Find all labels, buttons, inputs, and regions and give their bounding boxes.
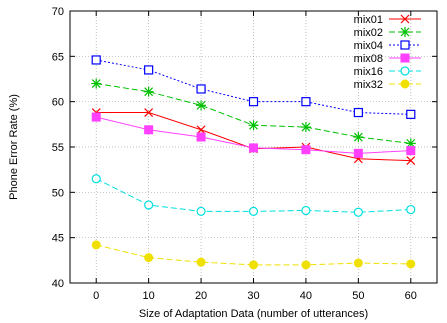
data-point-mix04	[353, 107, 363, 118]
data-point-mix16	[301, 205, 311, 216]
axis-ticks: 0 10 20 30 40 50 60 40 45 50 55 60 65 70	[52, 6, 437, 302]
data-point-mix01	[406, 156, 416, 166]
data-point-mix08	[144, 125, 154, 135]
legend-marker	[400, 79, 410, 89]
x-tick-label: 20	[195, 290, 207, 302]
data-point-mix02	[353, 132, 364, 143]
data-point-mix32	[301, 260, 311, 270]
series-mix08	[91, 112, 416, 158]
y-axis-label: Phone Error Rate (%)	[8, 94, 20, 200]
data-point-mix02	[196, 100, 207, 111]
data-point-mix01	[144, 108, 154, 117]
legend-label: mix32	[354, 79, 383, 91]
legend-marker	[400, 27, 410, 37]
y-tick-label: 45	[52, 233, 64, 245]
series-mix02	[91, 78, 416, 149]
x-axis-label: Size of Adaptation Data (number of utter…	[139, 308, 368, 320]
data-point-mix08	[353, 148, 363, 158]
plot-frame	[69, 10, 438, 284]
data-point-mix04	[248, 97, 259, 107]
y-tick-label: 60	[52, 97, 64, 109]
legend-label: mix08	[354, 53, 383, 65]
data-point-mix08	[196, 132, 206, 142]
data-point-mix04	[196, 84, 206, 94]
data-point-mix16	[248, 206, 259, 216]
data-point-mix16	[196, 206, 206, 216]
data-point-mix08	[91, 112, 101, 122]
x-tick-label: 0	[93, 290, 99, 302]
data-point-mix08	[249, 143, 258, 153]
legend-entry-mix01: mix01	[354, 14, 421, 26]
x-tick-label: 60	[405, 290, 417, 302]
data-point-mix32	[406, 259, 416, 269]
legend-marker	[400, 14, 410, 24]
data-point-mix01	[196, 125, 206, 135]
legend-label: mix02	[354, 27, 383, 39]
data-point-mix16	[406, 204, 416, 215]
y-tick-label: 50	[52, 187, 64, 199]
legend-entry-mix16: mix16	[354, 66, 421, 78]
data-point-mix04	[301, 97, 311, 107]
data-point-mix32	[144, 253, 154, 263]
y-tick-label: 55	[52, 142, 64, 154]
data-point-mix32	[249, 260, 258, 270]
data-point-mix32	[353, 258, 363, 268]
data-point-mix02	[248, 120, 259, 131]
data-point-mix02	[91, 78, 102, 89]
series-group	[91, 55, 416, 270]
legend-marker	[400, 66, 410, 76]
y-tick-label: 65	[52, 51, 64, 63]
data-point-mix08	[301, 145, 311, 155]
legend-entry-mix02: mix02	[354, 27, 421, 39]
x-tick-label: 40	[300, 290, 312, 302]
data-point-mix32	[91, 240, 101, 250]
legend-marker	[400, 40, 410, 50]
x-tick-label: 30	[247, 290, 259, 302]
legend-entry-mix32: mix32	[354, 79, 421, 91]
y-tick-label: 70	[52, 6, 64, 18]
data-point-mix02	[300, 122, 311, 133]
legend-label: mix01	[354, 14, 383, 26]
legend-marker	[400, 53, 410, 63]
legend-entry-mix04: mix04	[354, 40, 421, 52]
data-point-mix32	[196, 257, 206, 267]
legend-label: mix16	[354, 66, 383, 78]
y-tick-label: 40	[52, 278, 64, 290]
series-mix04	[91, 55, 416, 119]
data-point-mix16	[353, 207, 363, 217]
series-mix16	[91, 174, 416, 217]
data-point-mix04	[406, 109, 416, 119]
data-point-mix16	[144, 200, 154, 210]
legend-entry-mix08: mix08	[354, 53, 421, 65]
data-point-mix04	[91, 55, 101, 65]
data-point-mix08	[406, 146, 416, 156]
data-point-mix04	[144, 65, 154, 75]
data-point-mix02	[143, 86, 154, 97]
legend-label: mix04	[354, 40, 383, 52]
x-tick-label: 50	[352, 290, 364, 302]
x-tick-label: 10	[143, 290, 155, 302]
series-mix32	[91, 240, 416, 270]
data-point-mix16	[91, 174, 101, 184]
